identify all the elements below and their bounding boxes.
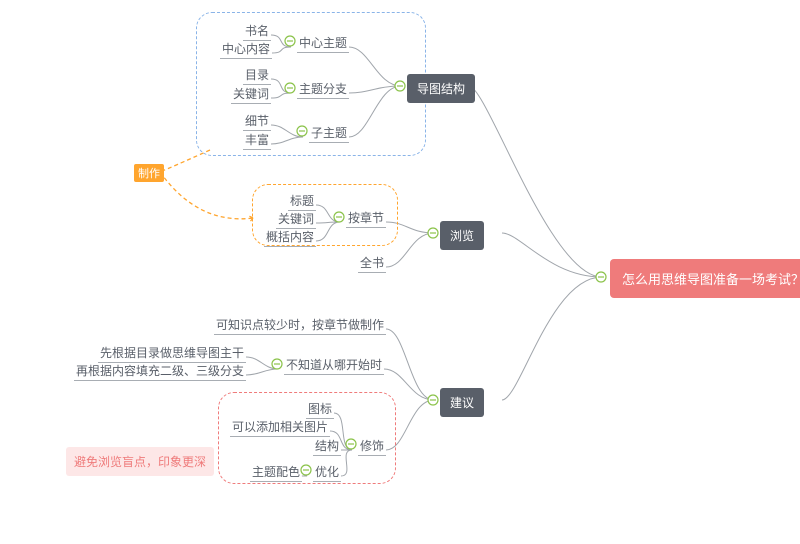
leaf-s8-1[interactable]: 可以添加相关图片: [230, 418, 330, 437]
branch-b3[interactable]: 建议: [440, 388, 484, 417]
sub-s3[interactable]: 子主题: [309, 124, 349, 143]
root-node[interactable]: 怎么用思维导图准备一场考试？: [610, 259, 800, 298]
leaf-s4-0[interactable]: 标题: [288, 192, 316, 211]
leaf-s10-0[interactable]: 主题配色: [250, 463, 302, 482]
sub-s7[interactable]: 不知道从哪开始时: [284, 356, 384, 375]
leaf-s7-0[interactable]: 先根据目录做思维导图主干: [98, 344, 246, 363]
sub-s8[interactable]: 修饰: [358, 437, 386, 456]
sub-s6[interactable]: 可知识点较少时，按章节做制作: [214, 316, 386, 335]
callout-note: 避免浏览盲点，印象更深: [66, 447, 214, 476]
leaf-s2-0[interactable]: 目录: [243, 66, 271, 85]
sub-s9[interactable]: 结构: [313, 437, 341, 456]
leaf-s1-0[interactable]: 书名: [243, 22, 271, 41]
leaf-s2-1[interactable]: 关键词: [231, 85, 271, 104]
relation-tag: 制作: [134, 164, 164, 182]
leaf-s8-0[interactable]: 图标: [306, 400, 334, 419]
mindmap-canvas: 怎么用思维导图准备一场考试？导图结构浏览建议中心主题书名中心内容主题分支目录关键…: [0, 0, 800, 544]
leaf-s3-0[interactable]: 细节: [243, 112, 271, 131]
leaf-s3-1[interactable]: 丰富: [243, 131, 271, 150]
leaf-s7-1[interactable]: 再根据内容填充二级、三级分支: [74, 362, 246, 381]
branch-b1[interactable]: 导图结构: [407, 74, 475, 103]
sub-s10[interactable]: 优化: [313, 463, 341, 482]
leaf-s4-2[interactable]: 概括内容: [264, 228, 316, 247]
sub-s1[interactable]: 中心主题: [297, 34, 349, 53]
leaf-s1-1[interactable]: 中心内容: [220, 40, 272, 59]
sub-s4[interactable]: 按章节: [346, 209, 386, 228]
sub-s5[interactable]: 全书: [358, 254, 386, 273]
branch-b2[interactable]: 浏览: [440, 221, 484, 250]
leaf-s4-1[interactable]: 关键词: [276, 210, 316, 229]
sub-s2[interactable]: 主题分支: [297, 80, 349, 99]
